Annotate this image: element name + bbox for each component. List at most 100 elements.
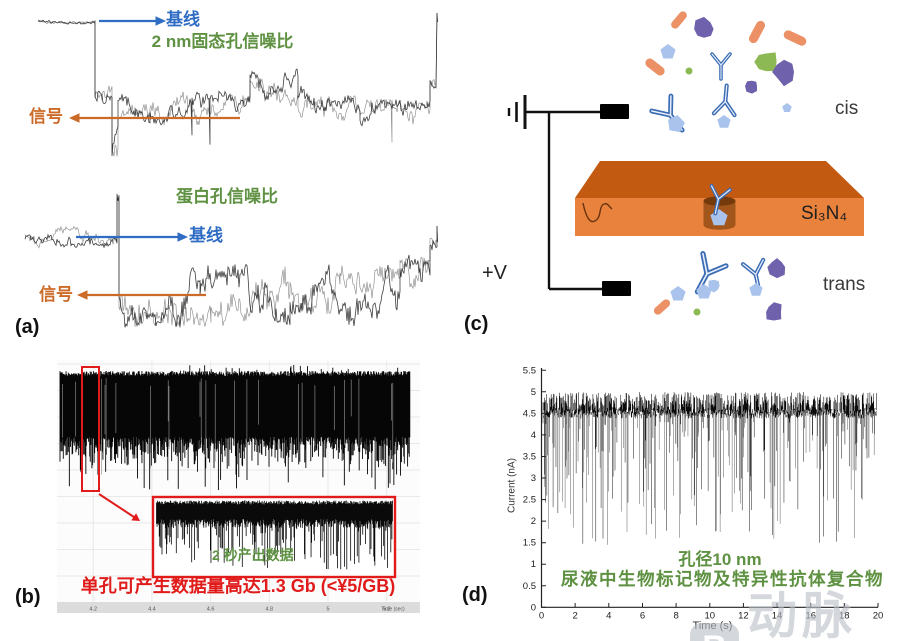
analyte-lightblue-icon [782,103,792,112]
analyte-lightblue-icon [670,286,686,301]
panel-a-traces [24,12,438,328]
solid-state-pore-trace [37,12,438,157]
panel-d-y-tick-label: 3 [531,473,536,484]
watermark-logo-icon: B [690,623,740,641]
analyte-lightblue-icon [660,44,676,59]
analyte-purple-icon [745,80,757,94]
panel-d-y-tick-label: 5.5 [523,365,536,376]
analyte-orange-rod-icon [645,58,665,76]
panel-d-y-tick-label: 4.5 [523,408,536,419]
red-zoom-arrow [98,493,135,518]
analyte-lightblue-icon [717,115,731,128]
panel-b-axis-band [57,602,420,613]
analyte-purple-icon [766,302,782,321]
panel-d-y-tick-label: 1.5 [523,538,536,549]
panel-c-diagram [507,11,864,321]
panel-d-y-tick-label: 1 [531,559,536,570]
cis-electrode [600,104,629,119]
analyte-orange-rod-icon [783,30,807,46]
panel-d-blockade-spikes-light [548,409,875,545]
panel-d-x-tick-label: 6 [640,611,645,622]
protein-pore-trace [24,198,438,327]
panel-a-annotation-arrows [69,16,240,300]
panel-d-caption-line2: 尿液中生物标记物及特异性抗体复合物 [561,569,884,589]
watermark: B 动脉网 [690,576,909,641]
panel-a-trace2-signal-label: 信号 [39,285,73,304]
membrane-material-label: Si₃N₄ [801,203,848,224]
panel-b-inset-caption: 2 秒产出数据 [212,547,294,563]
analyte-orange-rod-icon [671,11,687,29]
voltage-label: +V [482,262,508,284]
antibody-icon [711,83,737,118]
panel-d-y-tick-label: 3.5 [523,452,536,463]
membrane-top-face [575,161,864,198]
panel-d-baseline-band [542,392,877,419]
panel-d-x-tick-label: 0 [539,611,544,622]
panel-b-caption: 单孔可产生数据量高达1.3 Gb (<¥5/GB) [80,576,396,596]
antibody-icon [740,257,766,293]
panel-d-plot: 0 0.5 1 1.5 2 2.5 3 3.5 4 4.5 5 5.5 0 2 4 6 8 10 12 14 16 18 2… [523,365,884,621]
antibody-icon [710,52,732,81]
signal-arrow-1-head [69,113,80,123]
panel-a-trace2-baseline-label: 基线 [189,226,223,245]
panel-label-b: (b) [15,586,41,608]
panel-b-x-tick-label: 5.2 [383,606,391,612]
blockade-signal-sketch-icon [582,202,613,223]
trans-chamber-label: trans [823,274,866,295]
baseline-arrow-2-head [177,232,188,242]
panel-d-x-tick-label: 20 [873,611,884,622]
panel-d-caption-line1: 孔径10 nm [678,550,762,569]
antibody-icon [649,93,685,133]
analyte-green-icon [693,308,701,316]
panel-label-c: (c) [464,313,489,335]
panel-d-x-tick-label: 16 [805,611,816,622]
panel-d-blockade-spikes [542,409,874,544]
panel-b-x-tick-label: 4.8 [265,606,273,612]
inset-trace [156,500,393,570]
panel-d-y-tick-label: 4 [531,430,536,441]
panel-b-x-tick-label: 4.2 [89,606,97,612]
panel-b-x-tick-label: 5 [326,606,329,612]
panel-d-y-tick-label: 2 [531,516,536,527]
analyte-lightblue-icon [749,283,763,296]
inset-border [151,495,397,579]
watermark-logo-letter: B [702,629,727,641]
panel-d-x-tick-label: 14 [772,611,783,622]
panel-d-x-tick-label: 18 [839,611,850,622]
analyte-green-icon [754,52,777,72]
red-zoom-box [81,366,100,492]
panel-d-x-tick-label: 2 [572,611,577,622]
panel-a-trace1-title: 2 nm固态孔信噪比 [151,32,294,51]
analyte-lightblue-icon [668,115,685,133]
panel-b-x-tick-label: 4.6 [207,606,215,612]
analyte-lightblue-icon [696,284,712,299]
baseline-arrow-1-head [155,16,166,26]
panel-d-x-tick-label: 4 [606,611,611,622]
antibody-icon [709,183,732,216]
panel-a-trace1-baseline-label: 基线 [166,10,200,29]
trans-electrode [602,281,631,296]
panel-d-y-tick-label: 5 [531,387,536,398]
panel-label-a: (a) [15,316,40,338]
signal-arrow-2-head [77,290,88,300]
analyte-orange-rod-icon [748,20,766,44]
analyte-green-icon [685,67,693,75]
panel-d-tick-marks [541,369,879,608]
panel-b-x-axis-label: Time (sec) [381,606,405,612]
analyte-purple-icon [694,16,714,38]
watermark-text: 动脉网 [747,588,858,641]
panel-d-y-tick-label: 0.5 [523,581,536,592]
analyte-orange-rod-icon [653,299,671,315]
analyte-lightblue-icon [708,279,720,293]
panel-b-x-tick-label: 4.4 [148,606,156,612]
panel-a-trace1-signal-label: 信号 [29,107,63,126]
panel-d-y-axis-label: Current (nA) [506,458,518,514]
protein-pore-trace [24,193,438,328]
panel-a-trace2-title: 蛋白孔信噪比 [176,187,278,206]
panel-d-x-tick-label: 8 [673,611,678,622]
panel-d-x-tick-label: 12 [738,611,749,622]
analyte-purple-icon [767,258,786,279]
solid-state-pore-trace [37,12,438,157]
